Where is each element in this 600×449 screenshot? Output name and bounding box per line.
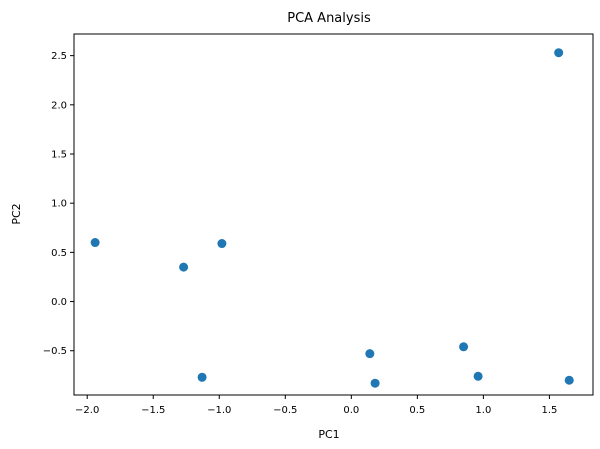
x-tick-label: 1.0 <box>475 405 491 416</box>
x-axis-ticks: −2.0 −1.5 −1.0 −0.5 0.0 0.5 1.0 1.5 <box>75 395 557 416</box>
y-tick-label: 0.5 <box>51 248 67 259</box>
y-tick-label: −0.5 <box>43 346 67 357</box>
data-point <box>473 371 483 381</box>
x-tick-label: −2.0 <box>75 405 99 416</box>
x-tick-label: 0.5 <box>409 405 425 416</box>
x-tick-label: −1.5 <box>141 405 165 416</box>
data-point <box>564 375 574 385</box>
y-tick-label: 1.0 <box>51 199 67 210</box>
data-point <box>90 238 100 248</box>
chart-title: PCA Analysis <box>287 11 371 26</box>
data-point <box>370 378 380 388</box>
data-point <box>554 48 564 58</box>
x-tick-label: −1.0 <box>207 405 231 416</box>
data-points <box>90 48 574 388</box>
x-tick-label: 0.0 <box>343 405 359 416</box>
x-tick-label: 1.5 <box>541 405 557 416</box>
data-point <box>179 262 189 272</box>
data-point <box>459 342 469 352</box>
axes-frame <box>73 33 594 396</box>
y-tick-label: 1.5 <box>51 150 67 161</box>
x-axis-label: PC1 <box>318 428 339 441</box>
y-axis-label: PC2 <box>10 203 23 224</box>
x-tick-label: −0.5 <box>273 405 297 416</box>
data-point <box>217 239 227 249</box>
plot-area: −2.0 −1.5 −1.0 −0.5 0.0 0.5 1.0 1.5 −0.5 0.0 0.5 1… <box>43 33 594 416</box>
data-point <box>197 372 207 382</box>
data-point <box>365 349 375 359</box>
y-axis-ticks: −0.5 0.0 0.5 1.0 1.5 2.0 2.5 <box>43 51 74 357</box>
y-tick-label: 0.0 <box>51 297 67 308</box>
y-tick-label: 2.0 <box>51 100 67 111</box>
y-tick-label: 2.5 <box>51 51 67 62</box>
